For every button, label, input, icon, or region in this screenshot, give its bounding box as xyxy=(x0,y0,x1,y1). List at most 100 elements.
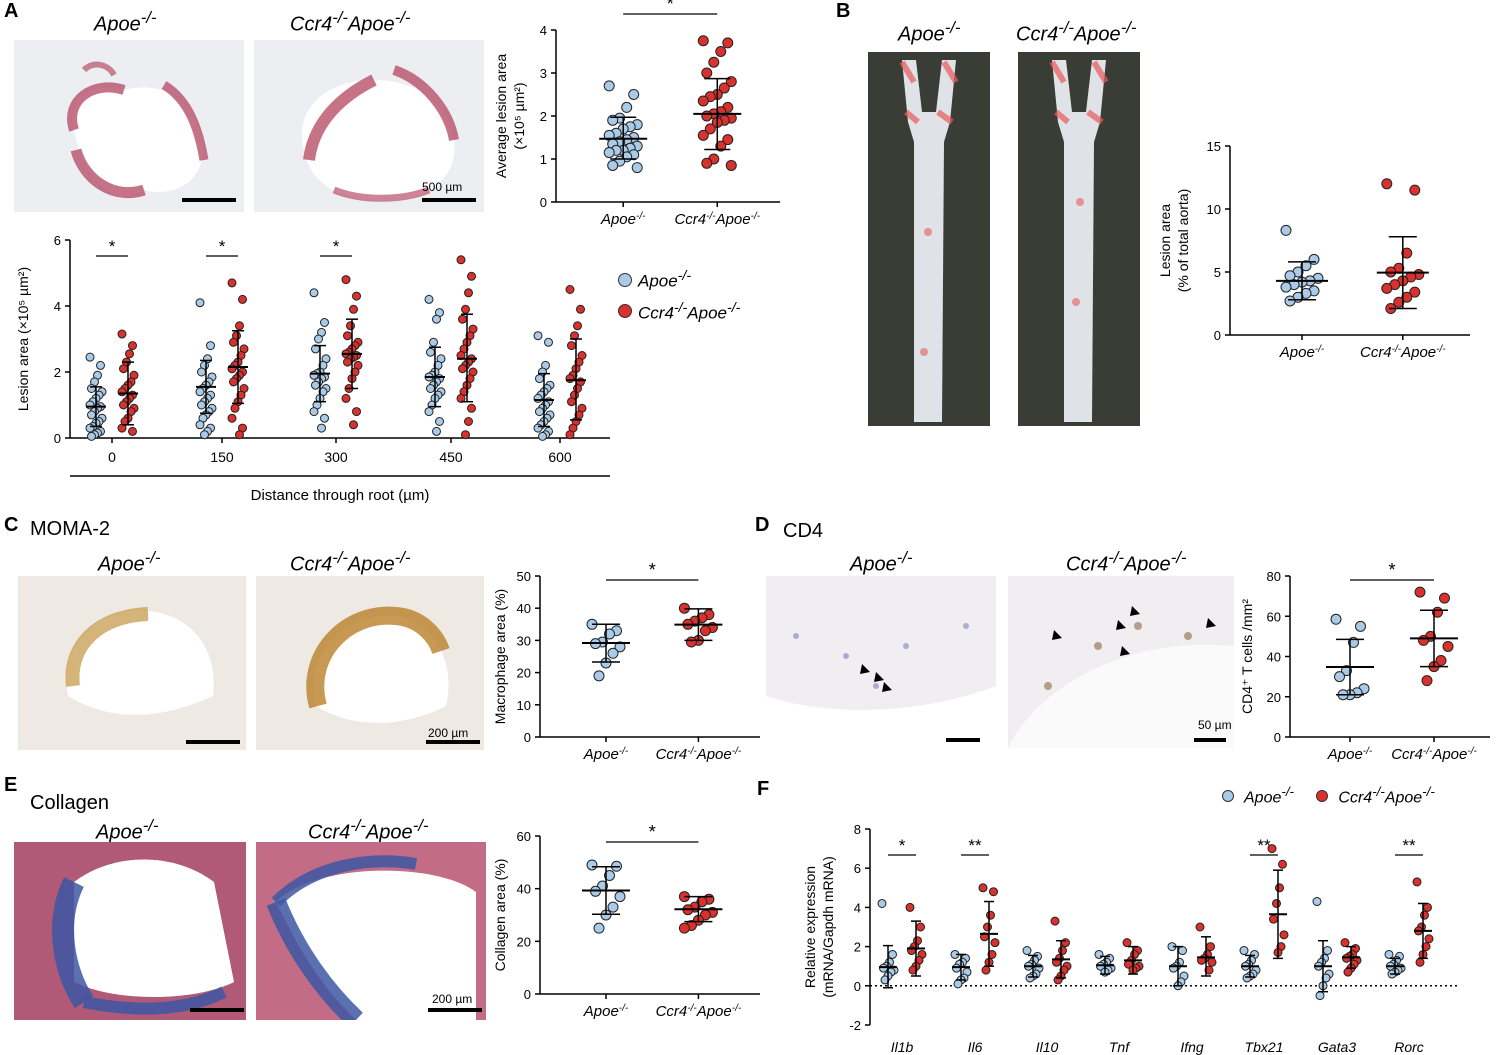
panel-label-a: A xyxy=(4,0,19,22)
chart-a2-x-tick-label: 600 xyxy=(548,449,572,465)
chart-f-x-tick-label: Il10 xyxy=(1036,1039,1059,1055)
geno-header-b2: Ccr4-/-Apoe-/- xyxy=(1016,18,1137,46)
chart-f-sig-star: ** xyxy=(1257,836,1271,855)
chart-a1-y-label-line-0: Average lesion area xyxy=(493,54,509,178)
panel-d-title: CD4 xyxy=(783,520,824,542)
chart-a2-c4-s0-point xyxy=(538,431,547,441)
chart-a2-c0-s1-point xyxy=(128,426,137,436)
geno-header-e1: Apoe-/- xyxy=(96,816,159,844)
chart-a2-c1-s0-point xyxy=(197,400,206,410)
chart-b-s1-point xyxy=(1381,282,1393,294)
chart-f-c5-s1-point xyxy=(1278,859,1287,869)
chart-b-y-label-line-1: (% of total aorta) xyxy=(1175,189,1191,293)
chart-f-c1-s1-point xyxy=(986,910,995,920)
chart-a2-c2-s1-point xyxy=(352,291,361,301)
chart-a2-c1-s1-point xyxy=(235,321,244,331)
chart-a2-c2-s1-point xyxy=(352,407,361,417)
chart-d-x-tick-label: Ccr4-/-Apoe-/- xyxy=(1391,746,1477,764)
chart-a2-c1-s1-point xyxy=(230,403,240,413)
chart-a2-c1-s0-point xyxy=(200,430,209,440)
chart-a1-y-tick-label: 3 xyxy=(540,66,547,81)
scale-bar-label-c: 200 µm xyxy=(428,726,469,740)
chart-f-c7-s1-point xyxy=(1423,902,1432,912)
chart-c-y-tick-label: 30 xyxy=(517,633,531,648)
chart-a2-y-tick-label: 2 xyxy=(54,365,61,380)
chart-a2-sig-star: * xyxy=(109,237,116,256)
legend-f-ccr4-marker xyxy=(1316,790,1329,803)
chart-a2-c0-s0-point xyxy=(85,352,95,362)
chart-f-c7-s0-point xyxy=(1384,949,1394,959)
chart-a2-x-tick-label: 0 xyxy=(108,449,116,465)
chart-a1-y-tick-label: 4 xyxy=(540,23,547,38)
chart-f-c2-s1-point xyxy=(1050,916,1060,926)
chart-a2-c1-s1-point xyxy=(229,337,238,347)
legend-f-apoe-marker xyxy=(1222,790,1234,803)
chart-f-c7-s1-point xyxy=(1424,934,1434,944)
chart-a2-c2-s1-point xyxy=(341,275,351,285)
chart-a2-c3-s0-point xyxy=(435,417,444,426)
chart-a2-c0-s1-point xyxy=(117,387,127,397)
chart-a2-c2-s0-point xyxy=(311,380,320,390)
chart-a2-c3-s1-point xyxy=(458,314,467,324)
chart-a1-s1-point xyxy=(697,35,709,47)
scale-bar-label-e: 200 µm xyxy=(432,992,473,1006)
chart-d-x-tick-label: Apoe-/- xyxy=(1327,746,1373,764)
chart-a1-s0-point xyxy=(603,147,615,159)
aorta-image-apoe xyxy=(868,52,990,426)
chart-a2-c0-s0-point xyxy=(87,431,96,441)
chart-a2-c2-s0-point xyxy=(309,288,319,298)
chart-f-x-tick-label: Ifng xyxy=(1180,1039,1204,1055)
chart-d-y-tick-label: 80 xyxy=(1267,569,1281,584)
chart-a2-c4-s1-point xyxy=(573,321,582,331)
chart-e-y-tick-label: 20 xyxy=(517,934,531,949)
chart-f-c1-s1-point xyxy=(981,965,991,975)
chart-f-c1-s1-point xyxy=(983,922,992,932)
chart-f-y-label-line-0: Relative expression xyxy=(802,866,818,988)
chart-f-y-label-line-1: (mRNA/Gapdh mRNA) xyxy=(820,856,836,998)
chart-d-y-tick-label: 0 xyxy=(1274,730,1281,745)
chart-a2-c3-s0-point xyxy=(424,407,434,417)
chart-a1-s1-point xyxy=(701,157,713,169)
chart-a2-sig-star: * xyxy=(333,237,340,256)
chart-f-c2-s1-point xyxy=(1061,938,1070,948)
chart-b-x-tick-label: Apoe-/- xyxy=(1279,344,1325,362)
chart-a1-s1-point xyxy=(697,95,709,107)
chart-d-s0-point xyxy=(1330,613,1342,625)
geno-header-a2: Ccr4-/-Apoe-/- xyxy=(290,8,411,36)
chart-b-s0-point xyxy=(1280,281,1292,293)
chart-a2-c1-s1-point xyxy=(227,278,237,288)
chart-d-y-tick-label: 20 xyxy=(1267,690,1281,705)
chart-a1-s1-point xyxy=(718,82,730,94)
chart-d-s1-point xyxy=(1435,655,1447,667)
chart-a2-c3-s0-point xyxy=(432,314,441,324)
chart-c-y-tick-label: 20 xyxy=(517,666,531,681)
chart-a2-x-tick-label: 450 xyxy=(439,449,463,465)
chart-a1-s0-point xyxy=(607,159,619,171)
chart-a2-c3-s1-point xyxy=(458,364,467,374)
chart-a2-c2-s1-point xyxy=(346,321,355,331)
micrograph-a-ccr4: 500 µm xyxy=(254,40,484,212)
micrograph-e-ccr4: 200 µm xyxy=(256,842,486,1020)
panel-label-c: C xyxy=(4,514,19,536)
chart-a2-x-tick-label: 300 xyxy=(324,449,348,465)
chart-e-s0-point xyxy=(607,901,619,913)
chart-d-cd4: 0 20 40 60 80 Apoe-/- Ccr4-/-Apoe-/- * CD4⁺ T ce… xyxy=(1239,560,1490,763)
chart-f-c5-s1-point xyxy=(1279,930,1289,940)
chart-a2-c1-s1-point xyxy=(235,430,244,440)
chart-a2-c2-s0-point xyxy=(317,423,326,433)
chart-f-c2-s1-point xyxy=(1058,946,1067,956)
geno-header-c2: Ccr4-/-Apoe-/- xyxy=(290,548,411,576)
chart-d-s1-point xyxy=(1414,586,1426,598)
chart-d-y-label: CD4⁺ T cells /mm² xyxy=(1239,599,1255,714)
chart-a1-sig-star: * xyxy=(667,0,674,14)
chart-d-s1-point xyxy=(1418,634,1429,646)
chart-e-s0-point xyxy=(586,859,598,871)
chart-f-c4-s1-point xyxy=(1204,965,1214,975)
chart-a2-c4-s1-point xyxy=(576,304,585,314)
chart-f-y-tick-label: -2 xyxy=(849,1018,861,1033)
geno-header-c1: Apoe-/- xyxy=(98,548,161,576)
chart-f-c1-s0-point xyxy=(953,979,963,989)
chart-f-x-tick-label: Gata3 xyxy=(1318,1039,1356,1055)
chart-f-c5-s1-point xyxy=(1272,898,1281,908)
panel-c-title: MOMA-2 xyxy=(30,518,110,540)
